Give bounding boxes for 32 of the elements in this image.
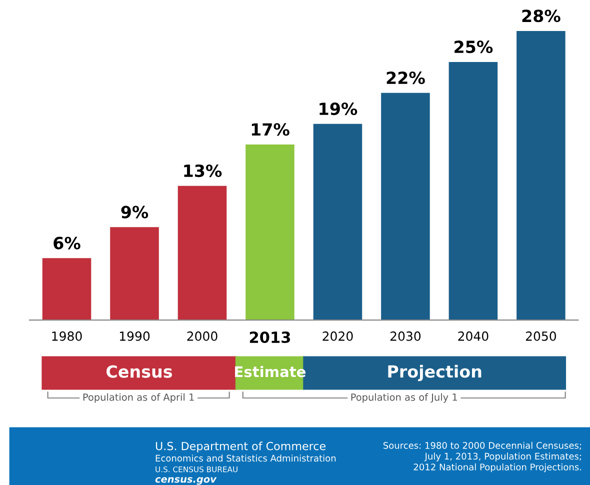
x-tick-label: 2000	[187, 331, 218, 341]
text: Population as of July 1	[351, 393, 457, 403]
data-label: 28%	[522, 10, 560, 22]
bar	[448, 62, 498, 320]
bar	[110, 227, 159, 320]
x-tick-label: 1980	[52, 331, 82, 341]
x-tick-label: 2013	[250, 331, 290, 344]
bar	[381, 92, 430, 320]
x-tick-label: 2030	[390, 331, 421, 341]
x-tick-label: 2020	[322, 331, 353, 341]
bar	[178, 186, 227, 320]
data-label: 6%	[54, 236, 80, 250]
data-label: 25%	[454, 40, 493, 54]
data-label: 19%	[320, 102, 358, 116]
text: Projection	[388, 364, 482, 382]
text: Population as of April 1	[83, 393, 194, 403]
data-label: 13%	[184, 164, 222, 178]
text: U.S. Department of Commerce	[156, 442, 326, 452]
x-tick-label: 2050	[526, 331, 556, 341]
text: Economics and Statistics Administration	[156, 454, 336, 462]
x-tick-label: 1990	[120, 331, 150, 341]
data-label: 22%	[386, 72, 425, 84]
source-note: Sources: 1980 to 2000 Decennial Censuses; July 1, 2013, Population Estimates; 2012 National Population Projections.	[383, 442, 582, 472]
data-label: 17%	[252, 123, 290, 136]
data-label: 9%	[121, 206, 148, 218]
bar	[516, 30, 566, 320]
x-tick-label: 2040	[458, 331, 488, 341]
bar	[313, 124, 362, 320]
text: census.gov	[155, 477, 217, 485]
text: Census	[106, 365, 172, 378]
bar	[246, 144, 294, 320]
bar	[42, 258, 92, 320]
